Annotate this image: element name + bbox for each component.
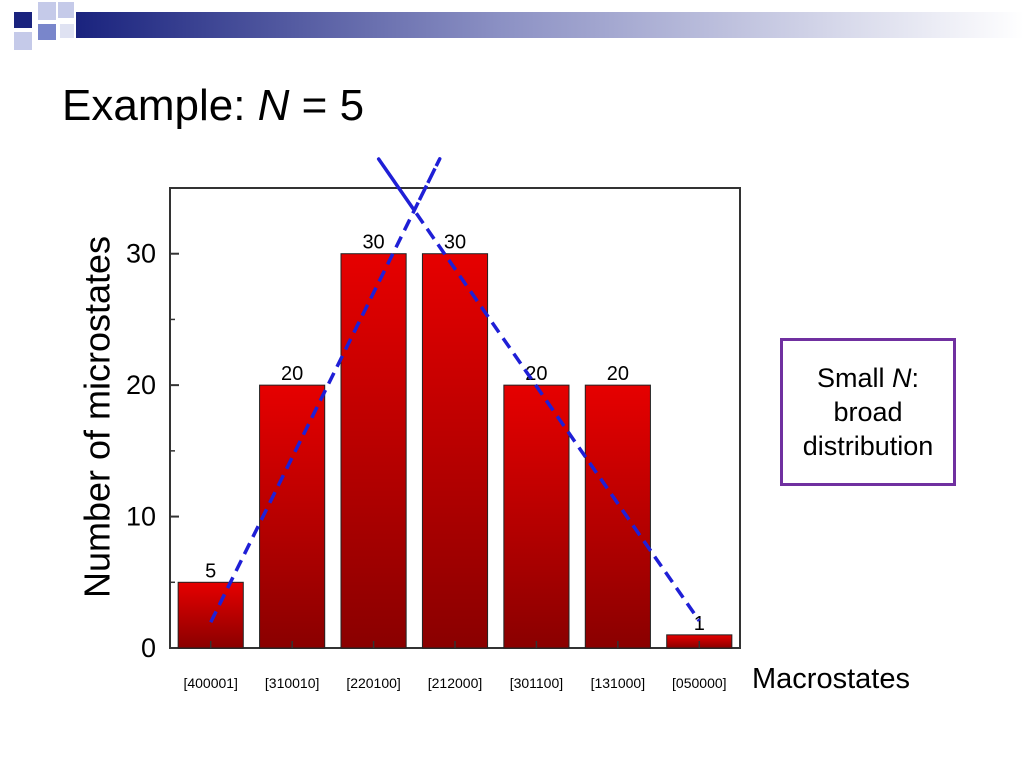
note-line-2: broad bbox=[833, 397, 903, 427]
bar bbox=[584, 384, 651, 649]
bar bbox=[340, 253, 407, 649]
bar bbox=[177, 581, 244, 649]
x-tick-label: [310010] bbox=[265, 675, 320, 691]
bar bbox=[421, 253, 489, 649]
title-decoration-band bbox=[14, 2, 1024, 50]
note-line-3: distribution bbox=[802, 431, 934, 461]
y-tick-label: 0 bbox=[141, 633, 156, 663]
x-axis: [400001] [310010] [220100] [212000] [301100]… bbox=[183, 641, 727, 691]
x-tick-label: [050000] bbox=[672, 675, 727, 691]
bar-value-label: 30 bbox=[444, 232, 466, 254]
band-square-light bbox=[38, 2, 56, 20]
bar-value-label: 20 bbox=[525, 363, 547, 385]
title-variable: N bbox=[257, 81, 290, 130]
title-prefix: Example: bbox=[62, 81, 258, 130]
x-tick-label: [220100] bbox=[346, 675, 401, 691]
fit-curve bbox=[209, 157, 701, 624]
bar-value-label: 1 bbox=[694, 613, 705, 635]
title-suffix: = 5 bbox=[289, 81, 365, 130]
x-tick-label: [212000] bbox=[428, 675, 483, 691]
bars bbox=[177, 253, 733, 649]
y-axis: 0 10 20 30 bbox=[126, 239, 179, 663]
band-gradient-bar bbox=[76, 12, 1024, 38]
note-box: Small N: broad distribution bbox=[780, 338, 956, 486]
bar bbox=[259, 384, 326, 649]
y-axis-title: Number of microstates bbox=[77, 236, 118, 598]
data-labels: 5 20 30 30 20 20 1 bbox=[205, 232, 705, 635]
slide-title: Example: N = 5 bbox=[62, 80, 364, 133]
bar-value-label: 5 bbox=[205, 560, 216, 582]
note-line-1: Small N: bbox=[817, 361, 919, 395]
x-tick-label: [400001] bbox=[183, 675, 238, 691]
band-square-light bbox=[58, 2, 74, 18]
x-tick-label: [131000] bbox=[591, 675, 646, 691]
note-prefix: Small bbox=[816, 363, 892, 393]
note-suffix: : bbox=[911, 363, 920, 393]
bar-value-label: 30 bbox=[362, 232, 384, 254]
y-tick-label: 10 bbox=[126, 502, 156, 532]
bar bbox=[503, 384, 570, 649]
band-square-light bbox=[14, 32, 32, 50]
band-square-light bbox=[60, 24, 74, 38]
band-square-dark bbox=[14, 12, 32, 28]
x-tick-label: [301100] bbox=[510, 675, 563, 691]
y-tick-label: 20 bbox=[126, 370, 156, 400]
y-tick-label: 30 bbox=[126, 239, 156, 269]
x-axis-title: Macrostates bbox=[752, 663, 910, 695]
note-variable: N bbox=[892, 363, 912, 393]
bar-value-label: 20 bbox=[281, 363, 303, 385]
band-square-mid bbox=[38, 24, 56, 40]
bar-value-label: 20 bbox=[607, 363, 629, 385]
